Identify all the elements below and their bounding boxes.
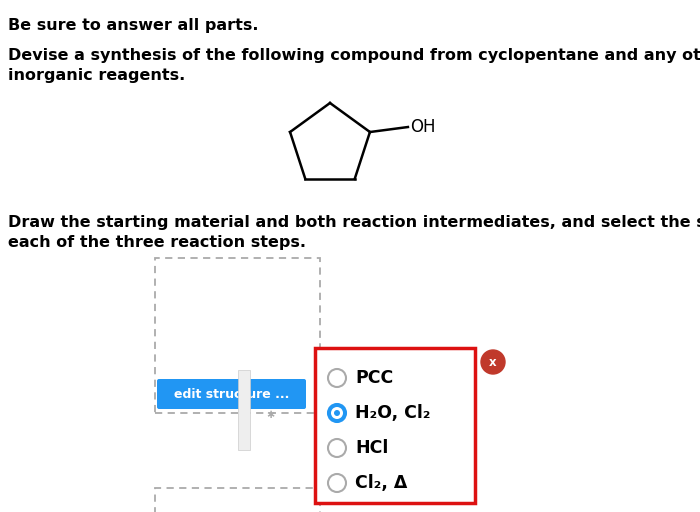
Bar	[315, 348, 475, 503]
Text: Draw the starting material and both reaction intermediates, and select the singl: Draw the starting material and both reac…	[8, 215, 700, 230]
Text: Devise a synthesis of the following compound from cyclopentane and any other req: Devise a synthesis of the following comp…	[8, 48, 700, 63]
Circle shape	[331, 407, 343, 419]
Text: x: x	[489, 355, 497, 369]
FancyBboxPatch shape	[157, 379, 306, 409]
Text: ✱: ✱	[266, 410, 274, 420]
Text: PCC: PCC	[355, 369, 393, 387]
Circle shape	[328, 404, 346, 422]
Text: H₂O, Cl₂: H₂O, Cl₂	[355, 404, 430, 422]
Text: inorganic reagents.: inorganic reagents.	[8, 68, 186, 83]
Text: each of the three reaction steps.: each of the three reaction steps.	[8, 235, 306, 250]
Bar	[155, 258, 320, 413]
Bar	[155, 488, 320, 512]
Text: OH: OH	[410, 118, 435, 136]
Circle shape	[481, 350, 505, 374]
Text: HCl: HCl	[355, 439, 388, 457]
Text: Cl₂, Δ: Cl₂, Δ	[355, 474, 407, 492]
Text: Be sure to answer all parts.: Be sure to answer all parts.	[8, 18, 258, 33]
Circle shape	[334, 410, 340, 416]
Text: edit structure ...: edit structure ...	[174, 388, 289, 400]
Bar	[238, 370, 250, 450]
